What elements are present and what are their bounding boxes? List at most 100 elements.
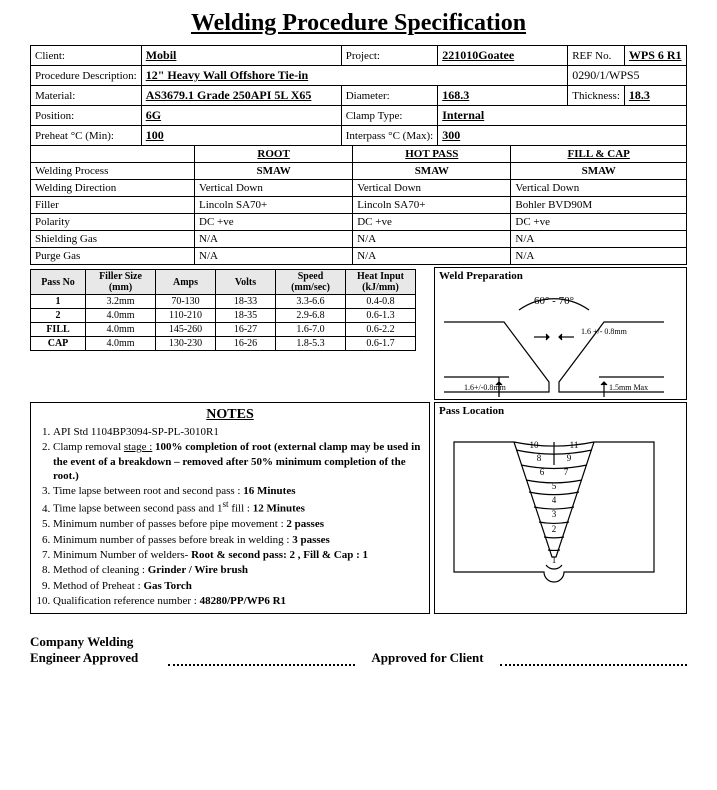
thickness-val: 18.3 [624,86,686,106]
process-row-lbl: Purge Gas [31,248,195,265]
sign-left-lbl: Company Welding Engineer Approved [30,634,160,666]
material-lbl: Material: [31,86,142,106]
process-cell: DC +ve [353,214,511,231]
note-item: API Std 1104BP3094-SP-PL-3010R1 [53,425,423,439]
process-cell: N/A [195,248,353,265]
note-item: Minimum Number of welders- Root & second… [53,548,423,562]
note-item: Clamp removal stage : 100% completion of… [53,440,423,483]
pass-cell: 0.4-0.8 [346,295,416,309]
position-lbl: Position: [31,106,142,126]
pass-cell: 0.6-1.3 [346,309,416,323]
preheat-val: 100 [141,126,341,146]
material-val: AS3679.1 Grade 250API 5L X65 [141,86,341,106]
svg-text:6: 6 [540,467,545,477]
preheat-lbl: Preheat °C (Min): [31,126,142,146]
note-item: Method of cleaning : Grinder / Wire brus… [53,563,423,577]
sign-left-line [168,652,355,666]
col-fillcap: FILL & CAP [511,146,687,163]
process-cell: Lincoln SA70+ [353,197,511,214]
weld-prep-box: Weld Preparation [434,267,687,400]
process-row-lbl: Welding Direction [31,180,195,197]
process-cell: N/A [195,231,353,248]
pass-header: Speed (mm/sec) [276,270,346,295]
process-row-lbl: Welding Process [31,163,195,180]
gap-text: 1.6 +/- 0.8mm [581,327,628,336]
signature-row: Company Welding Engineer Approved Approv… [30,634,687,666]
pass-header: Heat Input (kJ/mm) [346,270,416,295]
notes-list: API Std 1104BP3094-SP-PL-3010R1Clamp rem… [53,425,423,608]
pass-cell: 3.3-6.6 [276,295,346,309]
ref-val: WPS 6 R1 [624,46,686,66]
page-title: Welding Procedure Specification [30,10,687,37]
sign-right-lbl: Approved for Client [363,650,491,666]
process-cell: Vertical Down [511,180,687,197]
pass-header: Filler Size (mm) [86,270,156,295]
process-cell: N/A [511,231,687,248]
pass-cell: 3.2mm [86,295,156,309]
pass-location-diagram: 1011 89 67 5 4 3 2 1 [439,417,669,587]
diameter-lbl: Diameter: [341,86,438,106]
desc-ref: 0290/1/WPS5 [568,66,687,86]
client-lbl: Client: [31,46,142,66]
sign-right-line [500,652,687,666]
pass-cell: 2 [31,309,86,323]
pass-cell: 1.6-7.0 [276,323,346,337]
pass-loc-title: Pass Location [439,405,682,417]
desc-val: 12" Heavy Wall Offshore Tie-in [141,66,568,86]
note-item: Time lapse between second pass and 1st f… [53,499,423,516]
thickness-lbl: Thickness: [568,86,625,106]
pass-cell: 4.0mm [86,337,156,351]
pass-cell: 110-210 [156,309,216,323]
note-item: Minimum number of passes before break in… [53,533,423,547]
notes-box: NOTES API Std 1104BP3094-SP-PL-3010R1Cla… [30,402,430,614]
process-cell: DC +ve [195,214,353,231]
ref-lbl: REF No. [568,46,625,66]
svg-text:5: 5 [552,481,557,491]
svg-text:1: 1 [552,555,557,565]
col-hotpass: HOT PASS [353,146,511,163]
process-row-lbl: Polarity [31,214,195,231]
process-cell: N/A [511,248,687,265]
svg-text:3: 3 [552,509,557,519]
svg-text:9: 9 [567,453,572,463]
header-table: Client: Mobil Project: 221010Goatee REF … [30,45,687,146]
clamp-val: Internal [438,106,687,126]
rootface-l: 1.6+/-0.8mm [464,383,507,392]
pass-cell: 16-27 [216,323,276,337]
diameter-val: 168.3 [438,86,568,106]
svg-text:11: 11 [570,440,579,450]
process-row-lbl: Shielding Gas [31,231,195,248]
pass-header: Volts [216,270,276,295]
process-cell: Bohler BVD90M [511,197,687,214]
project-lbl: Project: [341,46,438,66]
note-item: Qualification reference number : 48280/P… [53,594,423,608]
notes-title: NOTES [37,407,423,423]
pass-cell: 4.0mm [86,323,156,337]
process-cell: SMAW [353,163,511,180]
pass-cell: 2.9-6.8 [276,309,346,323]
note-item: Time lapse between root and second pass … [53,484,423,498]
pass-cell: FILL [31,323,86,337]
pass-table: Pass NoFiller Size (mm)AmpsVoltsSpeed (m… [30,269,416,351]
pass-cell: 1.8-5.3 [276,337,346,351]
svg-text:2: 2 [552,524,557,534]
pass-header: Amps [156,270,216,295]
note-item: Minimum number of passes before pipe mov… [53,517,423,531]
pass-cell: 18-35 [216,309,276,323]
process-cell: N/A [353,231,511,248]
note-item: Method of Preheat : Gas Torch [53,579,423,593]
client-val: Mobil [141,46,341,66]
pass-cell: 145-260 [156,323,216,337]
pass-cell: 18-33 [216,295,276,309]
rootface-r: 1.5mm Max [609,383,648,392]
interpass-val: 300 [438,126,687,146]
pass-cell: 4.0mm [86,309,156,323]
pass-cell: CAP [31,337,86,351]
pass-cell: 130-230 [156,337,216,351]
pass-cell: 16-26 [216,337,276,351]
process-row-lbl: Filler [31,197,195,214]
pass-location-box: Pass Location [434,402,687,614]
pass-header: Pass No [31,270,86,295]
process-cell: DC +ve [511,214,687,231]
svg-text:4: 4 [552,495,557,505]
